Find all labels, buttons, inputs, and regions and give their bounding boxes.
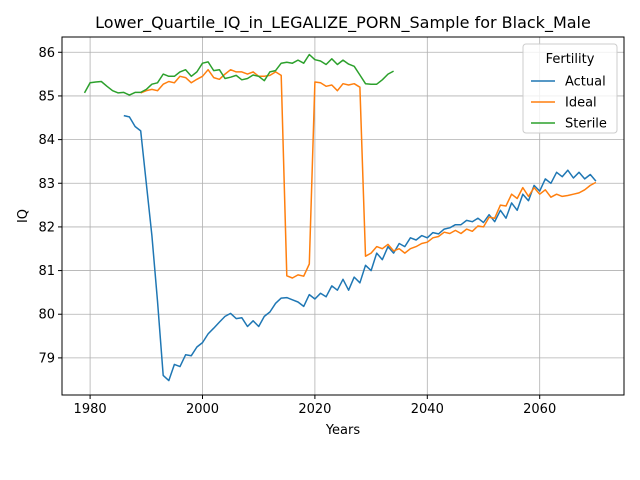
legend-label-sterile: Sterile [565,117,607,132]
x-tick-label: 1980 [74,402,107,417]
x-tick-label: 2040 [411,402,444,417]
plot-frame [61,36,625,396]
y-tick-label: 82 [38,220,55,235]
x-tick-label: 2000 [186,402,219,417]
x-tick-label: 2020 [298,402,331,417]
series-line-sterile [83,53,394,96]
series-lines [83,53,597,382]
y-tick-label: 86 [38,46,55,61]
legend-title: Fertility [546,52,595,67]
legend-label-ideal: Ideal [565,96,597,111]
x-axis-title: Years [325,423,361,438]
legend-box [522,43,618,134]
series-line-ideal [140,68,597,279]
axis-ticks: 1980 2000 2020 2040 2060 79 80 81 82 83 84 85 86 [38,46,556,417]
y-tick-label: 83 [38,177,55,192]
y-tick-label: 84 [38,133,55,148]
chart-title: Lower_Quartile_IQ_in_LEGALIZE_PORN_Sampl… [95,13,591,33]
legend-label-actual: Actual [565,75,606,90]
y-tick-label: 81 [38,264,55,279]
y-axis-title: IQ [16,209,31,223]
y-tick-label: 80 [38,308,55,323]
y-tick-label: 85 [38,89,55,104]
legend: Fertility Actual Ideal Sterile [522,43,618,134]
y-tick-label: 79 [38,351,55,366]
x-tick-label: 2060 [523,402,556,417]
series-line-actual [123,114,597,382]
